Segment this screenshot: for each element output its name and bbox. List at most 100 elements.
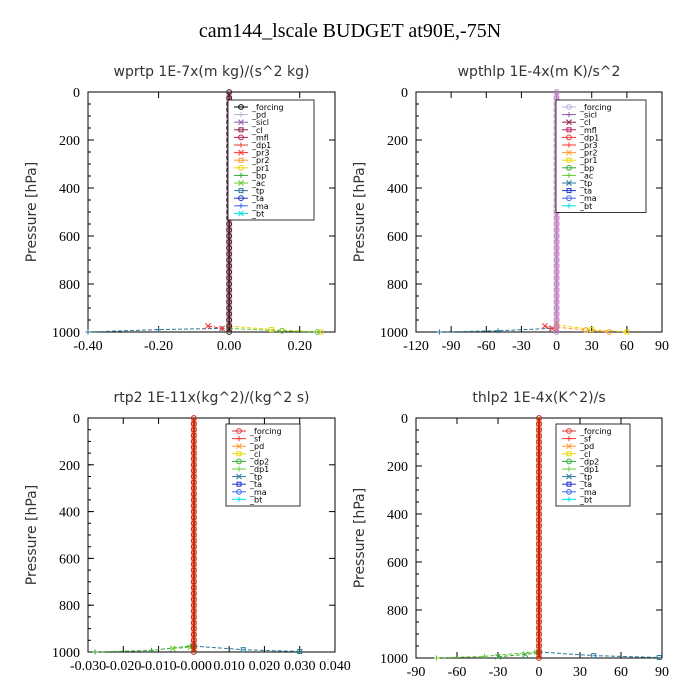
profile-point <box>553 233 560 239</box>
profile-point <box>553 299 560 305</box>
profile-point <box>553 227 560 233</box>
legend-label: _ma <box>249 488 267 497</box>
profile-point <box>226 317 233 323</box>
profile-point <box>553 281 560 287</box>
panel-title: thlp2 1E-4x(K^2)/s <box>472 390 605 406</box>
legend-marker <box>566 112 572 118</box>
profile-point <box>190 596 197 603</box>
panel-title: wprtp 1E-7x(m kg)/(s^2 kg) <box>114 64 310 80</box>
legend-marker <box>566 195 572 202</box>
profile-point <box>536 421 542 427</box>
legend-label: _forcing <box>579 103 612 112</box>
profile-point <box>190 473 197 480</box>
profile-point <box>190 479 197 486</box>
profile-point <box>190 520 197 527</box>
profile-point <box>190 584 197 591</box>
profile-point <box>190 426 197 433</box>
near-surface-point <box>85 329 91 335</box>
near-surface-point <box>92 649 98 655</box>
near-surface-point <box>314 329 321 335</box>
y-tick-label: 1000 <box>380 652 408 667</box>
legend-label: _tp <box>249 473 262 482</box>
profile-point <box>226 275 233 281</box>
legend-marker <box>238 203 244 209</box>
profile-point <box>190 532 197 538</box>
near-surface-point <box>436 329 443 335</box>
legend-label: _ta <box>579 187 592 196</box>
legend-marker <box>566 443 572 450</box>
profile-point <box>190 561 197 568</box>
profile-point <box>226 311 233 317</box>
profile-point <box>190 537 197 544</box>
legend-box <box>225 423 301 507</box>
profile-point <box>190 602 197 609</box>
legend-label: _forcing <box>251 103 284 112</box>
y-tick-label: 800 <box>387 278 408 293</box>
near-surface-point <box>606 329 613 335</box>
profile-point <box>226 221 233 227</box>
legend-marker <box>566 428 572 434</box>
profile-point <box>553 323 560 329</box>
profile-point <box>536 517 542 523</box>
profile-point <box>536 523 542 529</box>
y-tick-label: 1000 <box>380 326 408 341</box>
near-surface-line <box>95 645 191 653</box>
profile-point <box>536 547 542 553</box>
profile-point <box>553 257 560 263</box>
profile-point <box>190 450 197 457</box>
profile-point <box>226 227 233 233</box>
profile-point <box>190 485 197 492</box>
profile-point <box>536 595 542 601</box>
legend-marker <box>238 119 244 126</box>
legend-label: _dp1 <box>249 465 269 474</box>
near-surface-point <box>591 653 597 659</box>
x-tick-label: -0.010 <box>140 659 176 674</box>
profile-point <box>190 456 197 462</box>
profile-point <box>190 514 197 521</box>
profile-point <box>553 89 560 95</box>
x-tick-label: -0.20 <box>144 339 173 354</box>
near-surface-point <box>318 329 324 335</box>
x-tick-label: 60 <box>620 339 634 354</box>
profile-point <box>190 619 197 626</box>
profile-point <box>553 245 560 251</box>
legend-marker <box>238 188 244 194</box>
legend-marker <box>236 466 242 472</box>
legend-label: _sicl <box>579 111 597 120</box>
y-tick-label: 0 <box>401 412 408 427</box>
y-tick-label: 1000 <box>52 326 80 341</box>
profile-point <box>553 275 560 281</box>
legend-marker <box>238 180 244 186</box>
legend-marker <box>566 104 572 110</box>
legend-marker <box>236 473 242 480</box>
legend-label: _mfl <box>251 133 269 142</box>
profile-point <box>536 463 542 469</box>
panel-1: wprtp 1E-7x(m kg)/(s^2 kg) Pressure [hPa]… <box>24 64 336 354</box>
near-surface-point <box>495 328 501 334</box>
legend-marker <box>566 180 572 186</box>
y-axis-label: Pressure [hPa] <box>352 162 368 262</box>
profile-point <box>226 269 233 275</box>
profile-point <box>553 251 560 257</box>
legend-marker <box>238 195 244 202</box>
legend-label: _forcing <box>249 427 282 436</box>
profile-point <box>190 567 197 573</box>
profile-point <box>536 457 542 463</box>
near-surface-point <box>219 325 226 332</box>
near-surface-line <box>436 651 535 659</box>
legend-label: _cl <box>249 450 261 459</box>
legend-marker <box>238 127 244 133</box>
legend-label: _ta <box>249 480 262 489</box>
near-surface-point <box>433 655 440 661</box>
legend-label: _pd <box>249 442 264 451</box>
legend-marker <box>566 164 572 171</box>
profile-point <box>536 631 542 637</box>
legend-marker <box>236 496 242 502</box>
profile-point <box>536 607 542 613</box>
profile-point <box>536 433 542 439</box>
x-tick-label: -60 <box>477 339 496 354</box>
profile-point <box>226 287 233 293</box>
legend-marker <box>238 104 244 110</box>
profile-point <box>536 571 542 577</box>
